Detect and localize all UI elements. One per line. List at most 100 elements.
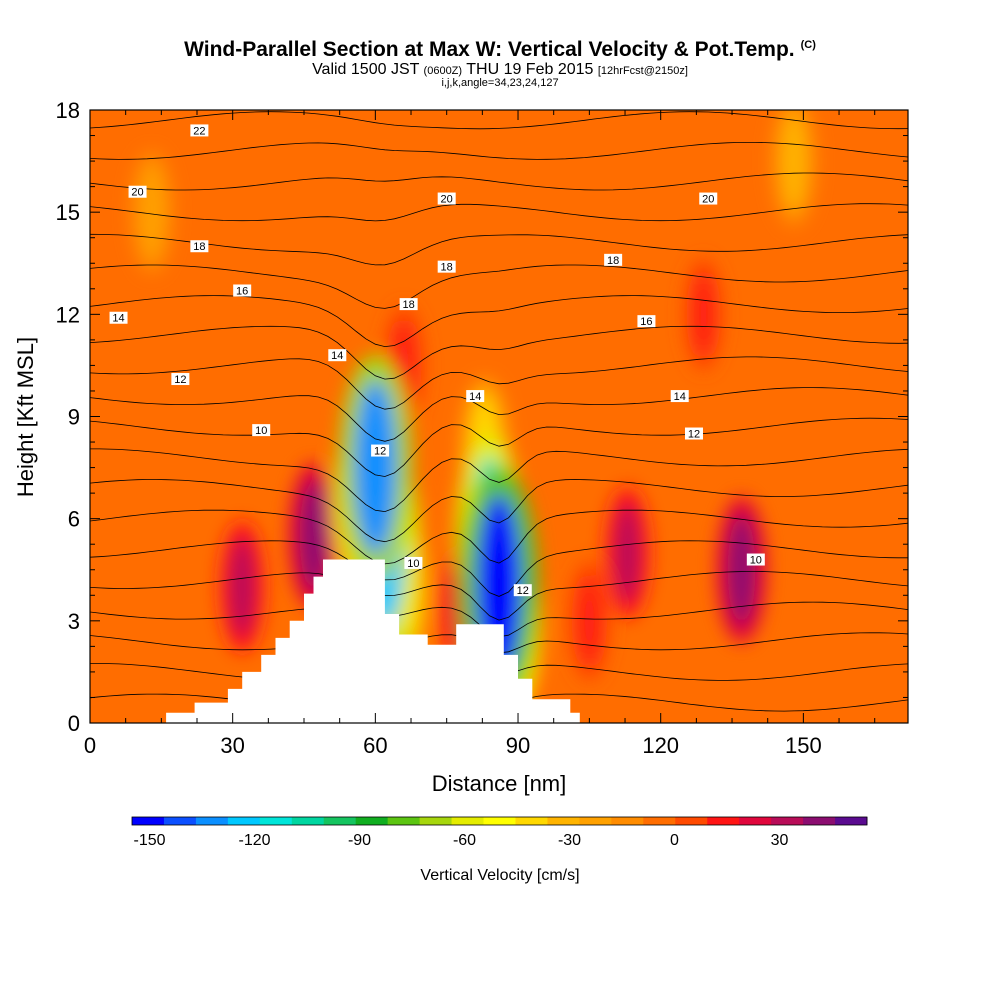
valid-time: Valid 1500 JST <box>312 61 420 78</box>
contour-label-box <box>746 553 765 566</box>
colorbar-swatch <box>419 817 453 825</box>
theta-contour <box>90 264 908 309</box>
axes: 0 30 60 90 120 150 0 3 6 9 12 15 18 <box>56 98 908 758</box>
x-tick-label: 90 <box>506 733 530 758</box>
y-tick-label: 15 <box>56 200 80 225</box>
colorbar-tick-label: -90 <box>348 832 371 849</box>
x-tick-label: 60 <box>363 733 387 758</box>
contour-label-box <box>190 124 209 137</box>
colorbar-swatch <box>643 817 676 825</box>
colorbar-swatch <box>547 817 580 825</box>
colorbar-swatch <box>387 817 421 825</box>
colorbar-swatch <box>771 817 804 825</box>
contour-label: 12 <box>374 446 386 458</box>
colorbar-swatch <box>739 817 772 825</box>
theta-contour <box>90 172 908 191</box>
x-tick-label: 120 <box>642 733 679 758</box>
theta-contour <box>90 479 908 543</box>
colorbar-tick-label: -120 <box>238 832 270 849</box>
colorbar-swatch <box>259 817 293 825</box>
colorbar-tick-label: -150 <box>133 832 165 849</box>
colorbar-tick-label: 30 <box>771 832 789 849</box>
colorbar-swatch <box>291 817 325 825</box>
contour-label: 16 <box>236 285 248 297</box>
contour-label: 14 <box>112 313 124 325</box>
contour-label: 10 <box>750 555 762 567</box>
colorbar-swatch <box>451 817 485 825</box>
chart-subtitle: Valid 1500 JST (0600Z) THU 19 Feb 2015 [… <box>0 61 1000 79</box>
forecast-info: [12hrFcst@2150z] <box>597 65 688 77</box>
theta-contour <box>90 356 908 410</box>
velocity-core <box>692 270 715 358</box>
colorbar-swatch <box>707 817 740 825</box>
contour-label: 14 <box>674 391 686 403</box>
theta-contour <box>90 417 908 477</box>
contour-label: 20 <box>702 194 714 206</box>
velocity-core <box>781 110 807 212</box>
colorbar-swatch <box>163 817 197 825</box>
colorbar-swatch <box>195 817 229 825</box>
contour-label: 10 <box>255 425 267 437</box>
colorbar-label: Vertical Velocity [cm/s] <box>420 867 579 884</box>
contour-label-box <box>466 390 485 403</box>
contour-label-box <box>252 424 271 437</box>
theta-contour <box>90 509 908 565</box>
theta-contour <box>90 571 908 621</box>
theta-contour <box>90 233 908 266</box>
y-tick-label: 0 <box>68 711 80 736</box>
colorbar-swatch <box>227 817 261 825</box>
colorbar-swatch <box>835 817 868 825</box>
contour-label-box <box>190 240 209 253</box>
colorbar-swatch <box>675 817 708 825</box>
utc-time: (0600Z) <box>423 65 463 77</box>
colorbar-swatch <box>323 817 357 825</box>
contour-label: 18 <box>441 262 453 274</box>
colorbar-swatch <box>132 817 165 825</box>
theta-contour <box>90 142 908 160</box>
plot-area: 22 20 20 20 18 18 18 18 16 16 14 14 14 14 12 12 12 12 10 10… <box>90 110 908 723</box>
potential-temperature-contours <box>90 111 908 715</box>
contour-label-box <box>699 192 718 205</box>
contour-label-box <box>604 253 623 266</box>
contour-label-box <box>399 298 418 311</box>
theta-contour <box>90 387 908 442</box>
velocity-core <box>299 479 328 592</box>
contour-label: 20 <box>441 194 453 206</box>
y-tick-label: 18 <box>56 98 80 123</box>
theta-contour <box>90 295 908 348</box>
contour-label: 18 <box>193 241 205 253</box>
contour-label-box <box>328 349 347 362</box>
contour-label: 18 <box>403 299 415 311</box>
colorbar-swatch <box>611 817 644 825</box>
x-tick-label: 0 <box>84 733 96 758</box>
contour-label-box <box>637 315 656 328</box>
contour-label-box <box>371 444 390 457</box>
velocity-core <box>577 574 601 668</box>
colorbar-swatch <box>803 817 836 825</box>
contour-label-box <box>670 390 689 403</box>
velocity-core <box>140 165 164 260</box>
contour-label: 12 <box>517 585 529 597</box>
contour-label-box <box>171 373 190 386</box>
contour-label: 12 <box>174 374 186 386</box>
contour-label: 16 <box>640 316 652 328</box>
colorbar-frame <box>131 816 868 826</box>
contour-label-box <box>404 556 423 569</box>
x-axis-label: Distance [nm] <box>432 771 567 796</box>
chart-title: Wind-Parallel Section at Max W: Vertical… <box>0 38 1000 62</box>
contour-label-box <box>128 185 147 198</box>
contour-label: 22 <box>193 125 205 137</box>
contour-label-box <box>437 260 456 273</box>
contour-label: 20 <box>131 187 143 199</box>
theta-contour <box>90 325 908 380</box>
contour-label: 18 <box>607 255 619 267</box>
colorbar-swatch <box>483 817 516 825</box>
contour-label: 14 <box>469 391 481 403</box>
y-tick-label: 6 <box>68 507 80 532</box>
colorbar-tick-label: -60 <box>453 832 476 849</box>
colorbar-swatch <box>579 817 612 825</box>
valid-date: THU 19 Feb 2015 <box>466 61 594 78</box>
theta-contour <box>90 540 908 597</box>
title-text: Wind-Parallel Section at Max W: Vertical… <box>184 38 795 61</box>
copyright-mark: (C) <box>800 39 816 51</box>
